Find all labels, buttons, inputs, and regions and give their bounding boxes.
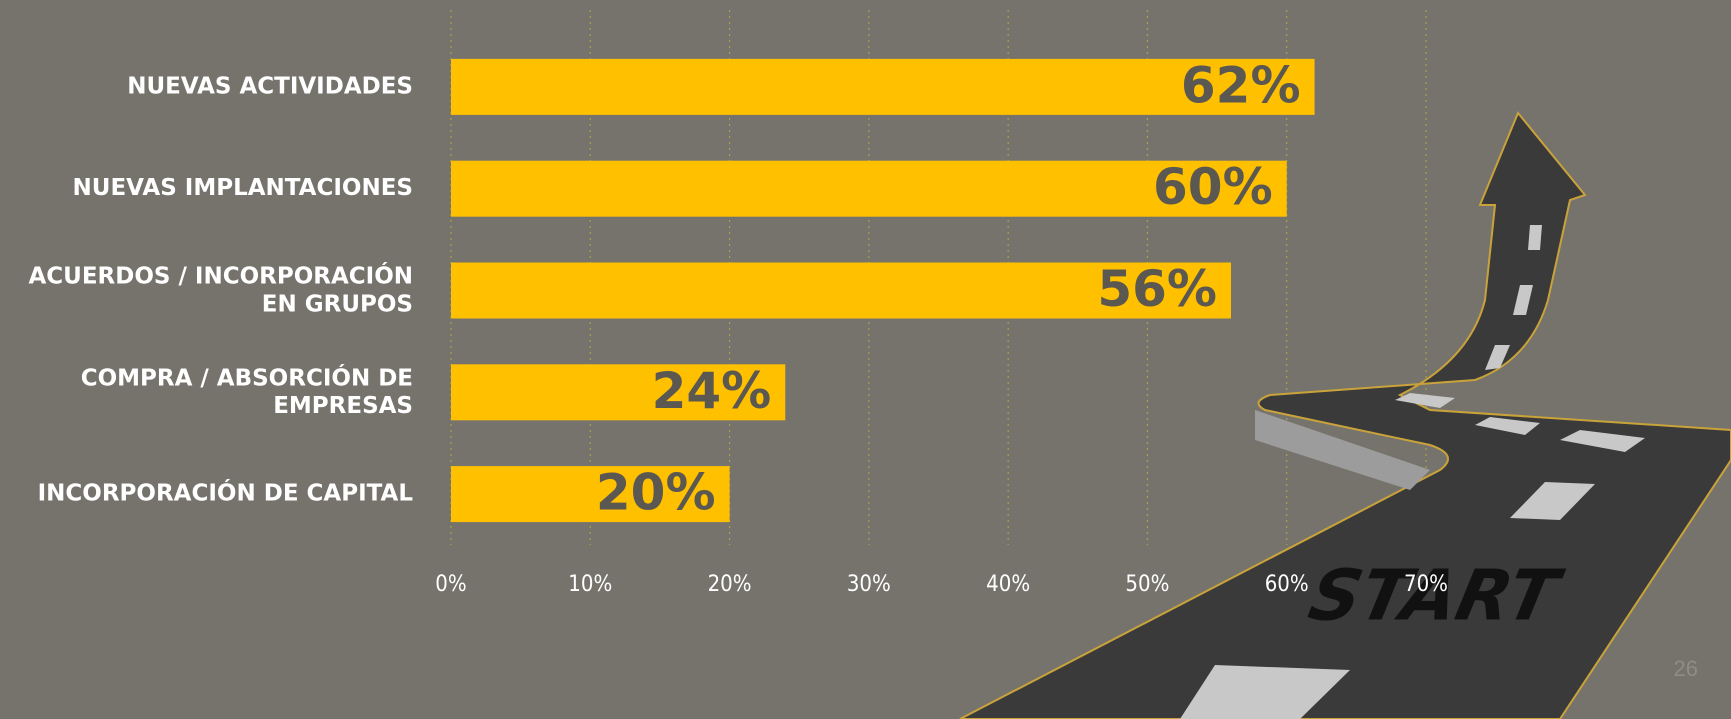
y-tick-label: COMPRA / ABSORCIÓN DE EMPRESAS [81, 363, 413, 419]
bar [451, 262, 1231, 319]
axis-labels: 0% 10% 20% 30% 40% 50% 60% 70% [435, 572, 1448, 597]
x-tick-label: 70% [1404, 572, 1448, 597]
bar [451, 58, 1315, 115]
value-label: 62% [1181, 56, 1301, 114]
x-tick-label: 10% [568, 572, 612, 597]
value-label: 56% [1097, 260, 1217, 318]
road-label: START [1302, 554, 1569, 636]
page-number: 26 [1674, 656, 1698, 681]
plot: NUEVAS ACTIVIDADES 62% NUEVAS IMPLANTACION… [28, 10, 1427, 545]
y-tick-label: NUEVAS ACTIVIDADES [127, 73, 413, 99]
x-tick-label: 20% [708, 572, 752, 597]
y-tick-label: NUEVAS IMPLANTACIONES [73, 175, 413, 201]
x-tick-label: 40% [986, 572, 1030, 597]
bar [451, 466, 730, 523]
x-tick-label: 0% [435, 572, 466, 597]
x-tick-label: 50% [1125, 572, 1169, 597]
bar [451, 364, 786, 421]
value-label: 60% [1153, 158, 1273, 216]
y-tick-label: INCORPORACIÓN DE CAPITAL [38, 479, 414, 507]
value-label: 24% [652, 362, 772, 420]
x-tick-label: 30% [847, 572, 891, 597]
bar [451, 160, 1287, 217]
road-illustration: START [959, 111, 1731, 719]
value-label: 20% [596, 464, 716, 522]
x-tick-label: 60% [1265, 572, 1309, 597]
y-tick-label: ACUERDOS / INCORPORACIÓN EN GRUPOS [28, 261, 413, 317]
